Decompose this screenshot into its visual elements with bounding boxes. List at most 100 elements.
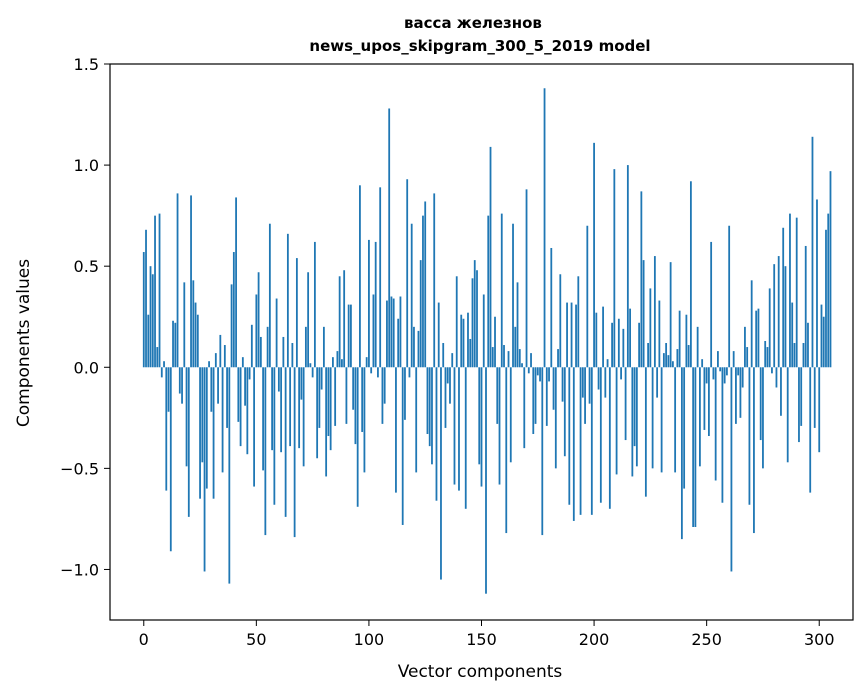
bar-35	[221, 367, 224, 473]
bar-110	[390, 296, 393, 368]
bar-94	[354, 367, 357, 445]
bar-184	[557, 349, 559, 368]
bar-45	[244, 367, 246, 406]
bar-213	[622, 328, 625, 368]
bar-204	[602, 306, 604, 368]
bar-195	[581, 367, 584, 398]
x-tick-label: 250	[691, 630, 722, 649]
bar-206	[606, 359, 609, 368]
x-tick-label: 50	[246, 630, 266, 649]
bar-286	[786, 367, 789, 463]
bar-199	[590, 367, 593, 515]
bar-181	[550, 247, 553, 368]
bar-140	[458, 367, 460, 491]
bar-243	[689, 181, 692, 368]
bar-121	[415, 367, 418, 473]
bar-157	[496, 367, 499, 424]
x-tick-label: 150	[466, 630, 497, 649]
bar-52	[259, 336, 262, 368]
bar-118	[408, 367, 411, 378]
bar-262	[732, 351, 735, 368]
x-tick-label: 100	[354, 630, 385, 649]
bar-65	[289, 367, 292, 447]
bar-11	[167, 367, 170, 412]
y-tick-label: 0.0	[74, 358, 99, 377]
bar-30	[210, 367, 213, 412]
bar-26	[201, 367, 204, 463]
bar-44	[241, 357, 244, 368]
bar-189	[568, 367, 571, 505]
bar-66	[291, 343, 294, 368]
bar-268	[746, 347, 749, 368]
bar-301	[820, 304, 823, 368]
bar-85	[334, 367, 337, 426]
bar-203	[599, 367, 602, 503]
bar-194	[579, 367, 582, 515]
bar-304	[827, 213, 830, 368]
bar-92	[350, 304, 352, 368]
bar-37	[226, 367, 228, 428]
bar-244	[692, 367, 695, 527]
bar-168	[521, 363, 523, 368]
bar-221	[640, 191, 643, 368]
bar-13	[172, 320, 174, 368]
bar-57	[271, 367, 274, 451]
bar-291	[798, 367, 800, 443]
bar-188	[566, 302, 568, 368]
bar-14	[174, 322, 177, 368]
bar-303	[825, 229, 827, 368]
bar-305	[829, 171, 832, 368]
bar-141	[460, 314, 463, 368]
bar-25	[199, 367, 201, 499]
bar-50	[255, 294, 258, 368]
bar-299	[816, 199, 818, 368]
bar-255	[717, 351, 719, 368]
bar-48	[250, 324, 253, 368]
bar-290	[795, 217, 798, 368]
bar-122	[417, 330, 420, 368]
bar-3	[149, 266, 152, 368]
bar-142	[462, 318, 465, 368]
bar-159	[500, 213, 503, 368]
bar-297	[811, 136, 814, 368]
bar-63	[284, 367, 287, 517]
bar-240	[683, 367, 686, 489]
bars-group	[142, 88, 832, 594]
bar-215	[626, 165, 629, 368]
bar-70	[300, 367, 303, 400]
bar-82	[327, 367, 330, 437]
bar-302	[822, 316, 825, 368]
bar-138	[453, 367, 456, 485]
chart-title-line2: news_upos_skipgram_300_5_2019 model	[309, 37, 650, 55]
bar-18	[183, 282, 186, 368]
bar-0	[142, 252, 145, 368]
bar-167	[518, 349, 521, 368]
bar-146	[471, 278, 474, 368]
bar-174	[534, 367, 537, 424]
bar-223	[644, 367, 647, 497]
bar-133	[442, 343, 445, 368]
bar-278	[768, 288, 771, 368]
bar-71	[302, 367, 305, 467]
bar-83	[329, 367, 332, 451]
bar-170	[525, 189, 528, 368]
bar-212	[620, 367, 622, 380]
bar-101	[370, 367, 373, 374]
bar-36	[223, 345, 226, 368]
bar-208	[611, 322, 613, 368]
bar-135	[446, 367, 449, 384]
bar-111	[392, 298, 395, 368]
bar-298	[813, 367, 816, 428]
bar-210	[615, 367, 618, 475]
bar-205	[604, 367, 607, 398]
bar-192	[575, 304, 577, 368]
bar-148	[476, 270, 478, 368]
bar-292	[800, 367, 803, 426]
bar-187	[563, 367, 566, 457]
bar-283	[780, 367, 782, 416]
bar-155	[491, 347, 494, 368]
bar-117	[406, 179, 409, 368]
bar-91	[347, 304, 350, 368]
bar-55	[266, 326, 269, 368]
bar-67	[293, 367, 296, 538]
